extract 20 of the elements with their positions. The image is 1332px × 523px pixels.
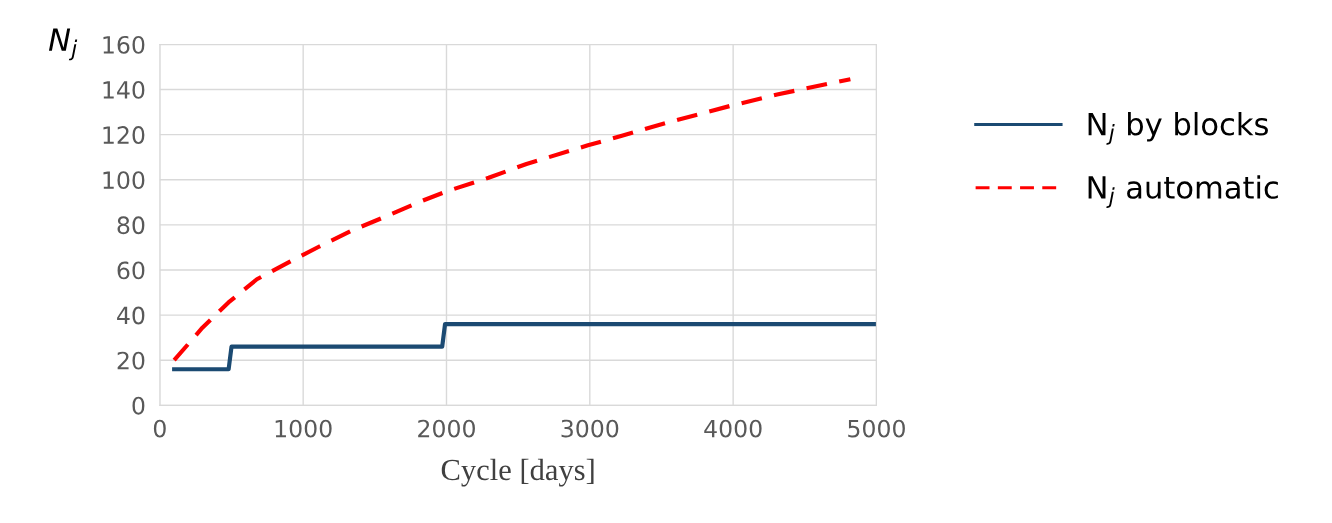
y-tick-label: 80 — [117, 216, 145, 235]
x-axis-title: Cycle [days] — [441, 458, 594, 487]
x-tick-label: 4000 — [704, 419, 762, 438]
y-tick-label: 60 — [117, 261, 145, 280]
y-tick-label: 40 — [117, 306, 145, 325]
x-tick-label: 5000 — [848, 419, 905, 438]
y-tick-label: 140 — [103, 81, 145, 99]
y-tick-label: 0 — [132, 396, 145, 415]
y-tick-label: 120 — [103, 126, 145, 144]
x-tick-label: 3000 — [561, 419, 619, 438]
y-tick-label: 100 — [103, 171, 145, 190]
line-series — [172, 77, 853, 363]
y-tick-label: 160 — [103, 35, 145, 54]
x-tick-label: 2000 — [418, 419, 475, 438]
legend-label: N$_{j}$ automatic — [1088, 175, 1278, 208]
legend-label: N$_{j}$ by blocks — [1088, 111, 1268, 145]
y-axis-title: N$_{j}$ — [48, 28, 78, 61]
x-tick-label: 1000 — [275, 419, 332, 438]
x-tick-label: 0 — [153, 419, 166, 438]
y-tick-label: 20 — [117, 351, 145, 370]
